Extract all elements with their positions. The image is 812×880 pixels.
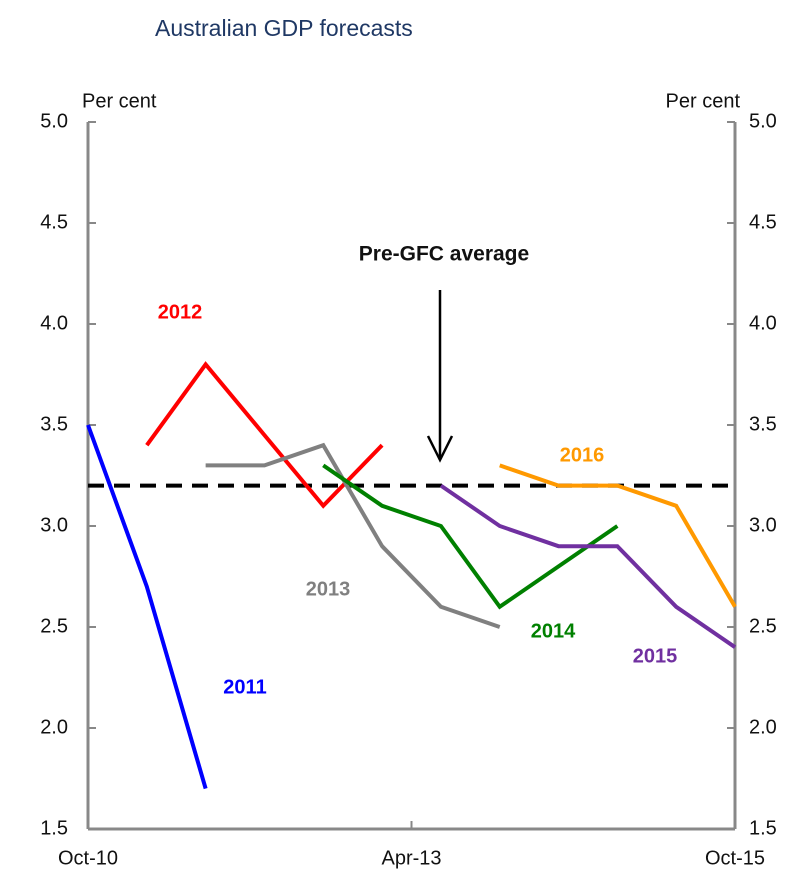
y2-tick-label: 3.0 bbox=[749, 514, 777, 536]
y2-tick-label: 3.5 bbox=[749, 413, 777, 435]
y-tick-label: 5.0 bbox=[40, 110, 68, 132]
series-line bbox=[439, 483, 737, 649]
y-axis-label: Per cent bbox=[82, 90, 157, 112]
series-label: 2011 bbox=[223, 676, 266, 698]
y2-axis-label: Per cent bbox=[666, 90, 741, 112]
y2-tick-label: 4.0 bbox=[749, 312, 777, 334]
x-tick-label: Oct-10 bbox=[58, 847, 118, 869]
y-tick-label: 2.5 bbox=[40, 615, 68, 637]
series-label: 2013 bbox=[306, 578, 351, 600]
y2-tick-label: 2.0 bbox=[749, 716, 777, 738]
chart-title: Australian GDP forecasts bbox=[155, 15, 413, 41]
y2-tick-label: 2.5 bbox=[749, 615, 777, 637]
series-line bbox=[145, 361, 384, 509]
y-tick-label: 1.5 bbox=[40, 817, 68, 839]
series-label: 2015 bbox=[633, 645, 678, 667]
y2-tick-label: 1.5 bbox=[749, 817, 777, 839]
y2-tick-label: 5.0 bbox=[749, 110, 777, 132]
y-tick-label: 3.0 bbox=[40, 514, 68, 536]
y-tick-label: 3.5 bbox=[40, 413, 68, 435]
y2-tick-label: 4.5 bbox=[749, 211, 777, 233]
x-tick-label: Apr-13 bbox=[381, 847, 441, 869]
series-label: 2014 bbox=[531, 620, 576, 642]
series-line bbox=[322, 463, 619, 610]
series-line bbox=[499, 463, 737, 608]
y-tick-label: 4.0 bbox=[40, 312, 68, 334]
series-label: 2012 bbox=[158, 301, 203, 323]
y-tick-label: 4.5 bbox=[40, 211, 68, 233]
x-tick-label: Oct-15 bbox=[705, 847, 765, 869]
series-label: 2016 bbox=[560, 444, 605, 466]
reference-label: Pre-GFC average bbox=[359, 243, 529, 266]
series-line bbox=[205, 442, 501, 629]
arrow-head bbox=[426, 435, 454, 463]
series-line bbox=[86, 424, 208, 790]
y-tick-label: 2.0 bbox=[40, 716, 68, 738]
